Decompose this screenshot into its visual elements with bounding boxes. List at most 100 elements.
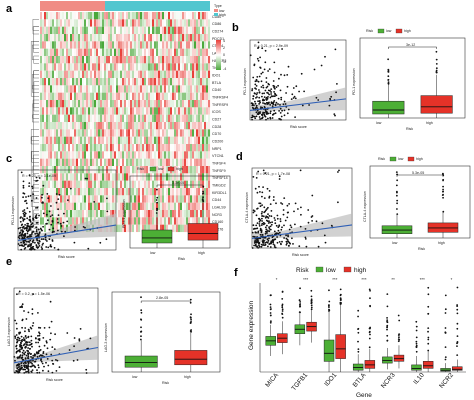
heatmap-cell	[164, 136, 167, 145]
scatter-point	[37, 228, 40, 231]
heatmap-cell	[80, 78, 83, 86]
scatter-point	[26, 217, 29, 220]
heatmap-cell	[78, 158, 81, 167]
f-box-high-outlier	[281, 313, 284, 315]
heatmap-cell	[194, 202, 197, 211]
heatmap-cell	[180, 78, 183, 86]
heatmap-cell	[66, 173, 69, 181]
heatmap-cell	[110, 92, 113, 101]
scatter-point	[286, 211, 289, 214]
heatmap-cell	[50, 107, 53, 115]
scatter-point	[273, 217, 276, 219]
heatmap-cell	[104, 210, 107, 218]
scatter-point	[261, 220, 263, 222]
scatter-point	[16, 341, 18, 344]
heatmap-cell	[148, 56, 151, 64]
scatter-point	[46, 240, 48, 242]
scatter-point	[255, 93, 258, 96]
heatmap-cell	[66, 100, 69, 108]
heatmap-cell	[80, 48, 83, 57]
heatmap-cell	[190, 34, 193, 42]
heatmap-cell	[90, 56, 93, 64]
heatmap-cell	[134, 122, 137, 130]
scatter-point	[268, 220, 270, 223]
scatter-point	[32, 357, 34, 359]
heatmap-cell	[80, 19, 83, 27]
heatmap-cell	[96, 151, 99, 159]
heatmap-cell	[104, 70, 107, 79]
heatmap-cell	[198, 122, 201, 130]
heatmap-cell	[180, 188, 183, 196]
scatter-point	[36, 206, 39, 209]
heatmap-cell	[60, 180, 63, 189]
heatmap-cell	[84, 85, 87, 93]
heatmap-cell	[164, 70, 167, 79]
heatmap-cell	[110, 78, 113, 86]
scatter-point	[308, 104, 310, 106]
heatmap-cell	[126, 78, 129, 86]
heatmap-cell	[194, 107, 197, 115]
heatmap-cell	[122, 202, 125, 211]
heatmap-cell	[106, 114, 109, 123]
heatmap-cell	[202, 100, 205, 108]
heatmap-cell	[42, 26, 45, 35]
heatmap-cell	[118, 173, 121, 181]
heatmap-cell	[44, 34, 47, 42]
scatter-point	[274, 222, 277, 225]
heatmap-cell	[206, 144, 209, 152]
heatmap-cell	[204, 85, 207, 93]
scatter-point	[30, 370, 33, 373]
scatter-point	[29, 228, 31, 231]
heatmap-cell	[182, 158, 185, 167]
heatmap-cell	[48, 34, 51, 42]
f-box-high-outlier	[310, 289, 313, 292]
heatmap-cell	[88, 26, 91, 35]
heatmap-cell	[184, 34, 187, 42]
heatmap-cell	[42, 19, 45, 27]
heatmap-cell	[50, 188, 53, 196]
scatter-point	[43, 344, 46, 347]
heatmap-cell	[184, 85, 187, 93]
heatmap-cell	[42, 107, 45, 115]
scatter-point	[29, 347, 31, 350]
heatmap-cell	[182, 12, 185, 20]
heatmap-cell	[62, 188, 65, 196]
heatmap-cell	[120, 19, 123, 27]
heatmap-cell	[90, 48, 93, 57]
heatmap-cell	[130, 224, 133, 233]
heatmap-cell	[128, 63, 131, 71]
heatmap-cell	[174, 107, 177, 115]
scatter-point	[253, 92, 256, 95]
heatmap-cell	[56, 92, 59, 101]
heatmap-cell	[52, 210, 55, 218]
scatter-point	[299, 225, 302, 228]
heatmap-cell	[148, 224, 151, 233]
heatmap-cell	[50, 224, 53, 233]
heatmap-cell	[54, 34, 57, 42]
heatmap-cell	[84, 63, 87, 71]
pvalue-bracket	[388, 46, 437, 49]
f-box-high-outlier	[398, 338, 401, 341]
scatter-point	[262, 244, 265, 246]
heatmap-cell	[102, 70, 105, 79]
heatmap-cell	[74, 188, 77, 196]
heatmap-cell	[184, 114, 187, 123]
heatmap-cell	[52, 144, 55, 152]
scatter-point	[35, 226, 38, 229]
heatmap-cell	[68, 92, 71, 101]
heatmap-cell	[40, 41, 43, 49]
heatmap-cell	[168, 12, 171, 20]
heatmap-cell	[92, 180, 95, 189]
heatmap-cell	[196, 202, 199, 211]
f-box-low-outlier	[357, 340, 359, 343]
heatmap-cell	[172, 107, 175, 115]
f-significance-label: ***	[420, 277, 425, 282]
heatmap-cell	[196, 12, 199, 20]
heatmap-cell	[104, 19, 107, 27]
f-box-high-outlier	[281, 298, 284, 300]
heatmap-cell	[170, 92, 173, 101]
scatter-point	[25, 199, 27, 202]
scatter-point	[261, 114, 264, 117]
heatmap-cell	[64, 173, 67, 181]
scatter-point	[68, 349, 71, 351]
